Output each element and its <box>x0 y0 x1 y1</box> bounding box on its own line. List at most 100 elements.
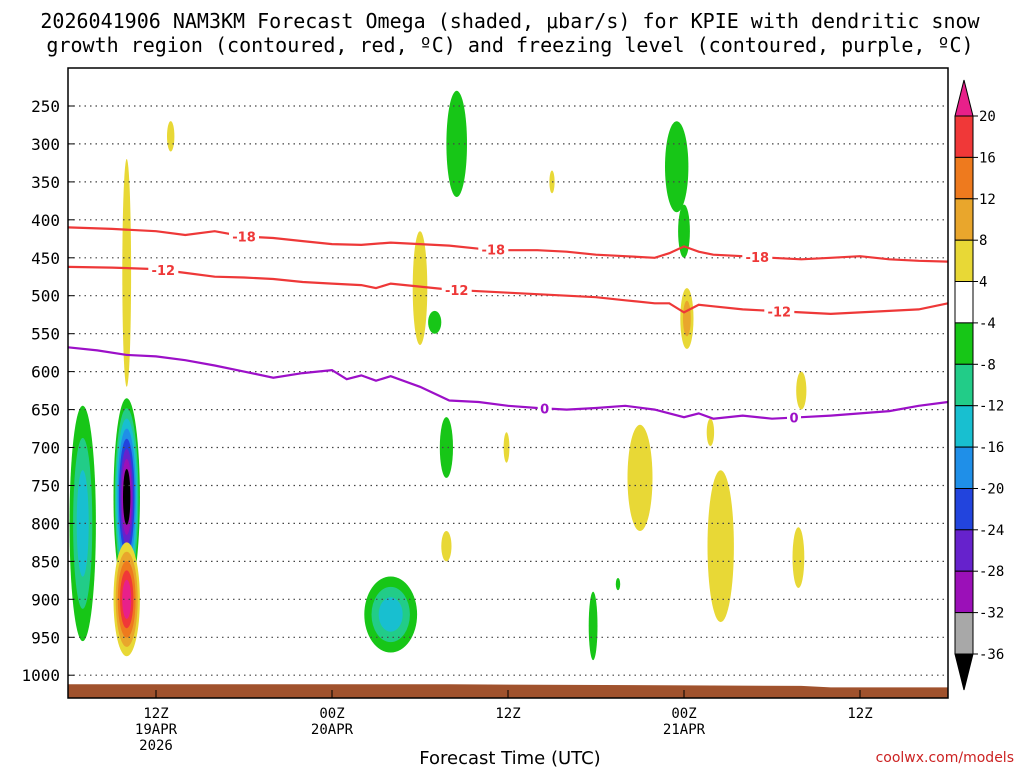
ytick-label-250: 250 <box>31 97 60 116</box>
omega-cell-11-level-0 <box>503 432 510 463</box>
colorbar-label-11: -28 <box>979 564 1004 580</box>
ytick-label-500: 500 <box>31 287 60 306</box>
colorbar-label-12: -32 <box>979 606 1004 622</box>
dgz-minus-18-label-bg-0 <box>229 228 259 245</box>
omega-cell-9-level-0 <box>441 531 452 562</box>
ytick-label-450: 450 <box>31 249 60 268</box>
colorbar-swatch-11 <box>954 570 974 614</box>
xtick-label-0-1: 19APR <box>135 722 178 738</box>
chart-title-line2: growth region (contoured, red, ºC) and f… <box>46 33 973 57</box>
colorbar-swatch-10 <box>954 529 974 572</box>
dgz-minus-12-label-bg-1 <box>441 282 472 298</box>
colorbar-swatch-6 <box>954 363 974 407</box>
omega-cell-22-level-0 <box>792 527 805 588</box>
colorbar-label-9: -20 <box>979 482 1004 498</box>
gridlines <box>68 105 948 676</box>
xtick-label-4-0: 12Z <box>847 706 872 722</box>
omega-cell-6-level-0 <box>412 231 428 345</box>
ytick-label-950: 950 <box>31 628 60 647</box>
dgz-minus-12-label-2: -12 <box>768 305 792 320</box>
omega-cell-13-level-0 <box>588 591 598 661</box>
colorbar-label-4: 4 <box>979 275 987 291</box>
chart-title-line1: 2026041906 NAM3KM Forecast Omega (shaded… <box>40 9 980 33</box>
omega-cell-14-level-0 <box>615 578 621 591</box>
xtick-label-3-1: 21APR <box>663 722 706 738</box>
colorbar-label-7: -12 <box>979 399 1004 415</box>
omega-cell-16-level-0 <box>665 121 689 213</box>
ytick-label-350: 350 <box>31 173 60 192</box>
omega-shading <box>69 90 807 661</box>
freezing-level-line <box>67 346 949 420</box>
omega-cell-7-level-0 <box>428 310 442 334</box>
ytick-label-400: 400 <box>31 211 60 230</box>
colorbar-label-3: 8 <box>979 233 987 249</box>
axes: 250 300 350 400 450 500 550 600 650 700 750 800 850 9… <box>21 67 949 754</box>
ytick-label-650: 650 <box>31 401 60 420</box>
freezing-level-label-bg-0 <box>537 400 552 417</box>
xtick-label-1-0: 00Z <box>319 706 344 722</box>
xtick-label-3-0: 00Z <box>671 706 696 722</box>
ytick-label-600: 600 <box>31 363 60 382</box>
colorbar-swatch-7 <box>954 405 974 448</box>
omega-cell-21-level-0 <box>796 371 807 410</box>
omega-cell-10-level-0 <box>446 90 468 197</box>
dgz-minus-12-label-bg-2 <box>764 303 795 320</box>
omega-cell-19-level-0 <box>706 418 715 446</box>
colorbar-label-0: 20 <box>979 109 996 125</box>
ytick-label-900: 900 <box>31 590 60 609</box>
colorbar-swatch-2 <box>954 198 974 241</box>
freezing-level-label-bg-1 <box>787 409 801 426</box>
omega-cell-20-level-0 <box>707 470 734 623</box>
dgz-minus-18-label-bg-1 <box>478 241 509 258</box>
colorbar-label-1: 16 <box>979 150 996 166</box>
omega-cell-18-level-1 <box>683 300 691 337</box>
colorbar: 20 16 12 8 4 -4 -8 -12 -16 -20 -24 -28 -32 -36 <box>954 79 1004 691</box>
freezing-level-label-1: 0 <box>789 412 798 427</box>
colorbar-swatch-0 <box>954 115 974 158</box>
omega-cell-3-level-0 <box>122 159 132 387</box>
colorbar-label-10: -24 <box>979 523 1004 539</box>
dgz-minus-12-label-1: -12 <box>445 284 469 299</box>
omega-cell-0-level-2 <box>76 470 89 577</box>
colorbar-swatch-8 <box>954 446 974 490</box>
ytick-label-700: 700 <box>31 439 60 458</box>
colorbar-top-arrow <box>954 79 974 117</box>
ytick-label-550: 550 <box>31 325 60 344</box>
x-axis-label: Forecast Time (UTC) <box>419 748 600 768</box>
ytick-label-300: 300 <box>31 135 60 154</box>
xtick-label-0-2: 2026 <box>139 738 173 754</box>
colorbar-swatch-5 <box>954 322 974 365</box>
colorbar-swatch-9 <box>954 488 974 531</box>
colorbar-label-6: -8 <box>979 357 996 373</box>
temperature-contours: -18 -18 -18 -12 -12 -12 0 0 <box>67 226 949 427</box>
dgz-minus-18-label-0: -18 <box>232 231 256 246</box>
colorbar-swatch-1 <box>954 156 974 200</box>
ytick-label-750: 750 <box>31 477 60 496</box>
dgz-minus-18-label-1: -18 <box>482 243 506 258</box>
credit-link[interactable]: coolwx.com/models <box>876 750 1014 766</box>
dgz-minus-18-label-2: -18 <box>746 251 770 266</box>
ytick-label-1000: 1000 <box>21 666 60 685</box>
dgz-minus-12-label-0: -12 <box>152 264 176 279</box>
xtick-label-2-0: 12Z <box>495 706 520 722</box>
omega-cell-5-level-2 <box>378 597 403 632</box>
colorbar-label-2: 12 <box>979 192 996 208</box>
dgz-minus-12-label-bg-0 <box>148 262 179 279</box>
omega-cell-2-level-4 <box>122 579 132 619</box>
colorbar-swatch-4 <box>954 281 974 324</box>
colorbar-swatch-3 <box>954 239 974 283</box>
omega-cell-8-level-0 <box>439 417 453 478</box>
xtick-label-0-0: 12Z <box>143 706 168 722</box>
colorbar-label-8: -16 <box>979 440 1004 456</box>
ytick-label-800: 800 <box>31 514 60 533</box>
xtick-label-1-1: 20APR <box>311 722 354 738</box>
plot-frame <box>67 67 949 699</box>
freezing-level-label-0: 0 <box>540 402 549 417</box>
omega-cell-4-level-0 <box>167 121 175 152</box>
omega-cell-1-level-7 <box>123 469 131 525</box>
omega-cell-17-level-0 <box>678 204 690 258</box>
colorbar-label-5: -4 <box>979 316 996 332</box>
dgz-minus-18-label-bg-2 <box>742 249 773 265</box>
colorbar-bottom-arrow <box>954 653 974 691</box>
